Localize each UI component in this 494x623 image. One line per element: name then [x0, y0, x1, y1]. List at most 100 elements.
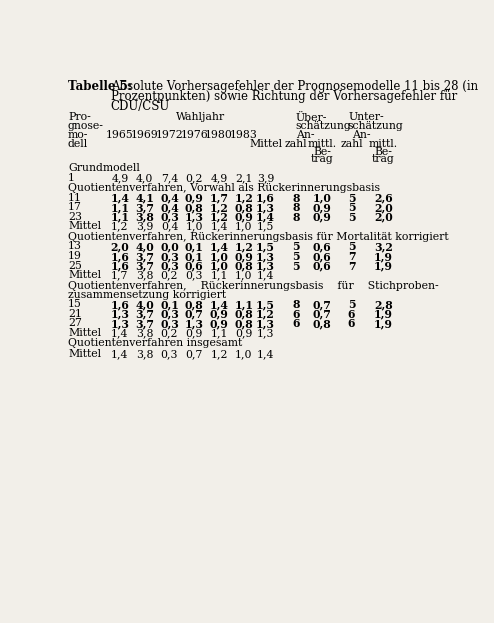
Text: 0,9: 0,9: [185, 193, 204, 204]
Text: 0,8: 0,8: [185, 202, 204, 213]
Text: 23: 23: [68, 212, 82, 222]
Text: 0,1: 0,1: [185, 251, 204, 262]
Text: 0,4: 0,4: [161, 221, 178, 232]
Text: Prozentpunkten) sowie Richtung der Vorhersagefehler für: Prozentpunkten) sowie Richtung der Vorhe…: [111, 90, 457, 103]
Text: 1,0: 1,0: [186, 221, 203, 232]
Text: Quotientenverfahren,    Rückerinnerungsbasis    für    Stichproben-: Quotientenverfahren, Rückerinnerungsbasi…: [68, 281, 439, 291]
Text: 0,9: 0,9: [186, 328, 203, 338]
Text: 3,8: 3,8: [135, 212, 154, 223]
Text: 1,3: 1,3: [110, 309, 129, 320]
Text: 1,4: 1,4: [111, 193, 129, 204]
Text: 5: 5: [348, 193, 355, 204]
Text: 8: 8: [292, 299, 299, 310]
Text: 15: 15: [68, 299, 82, 309]
Text: 1,1: 1,1: [210, 328, 228, 338]
Text: 5: 5: [292, 260, 300, 272]
Text: Quotientenverfahren, Vorwahl als Rückerinnerungsbasis: Quotientenverfahren, Vorwahl als Rückeri…: [68, 183, 380, 193]
Text: mittl.: mittl.: [369, 139, 398, 149]
Text: 4,9: 4,9: [111, 173, 128, 183]
Text: 1,3: 1,3: [256, 251, 275, 262]
Text: 1,4: 1,4: [210, 221, 228, 232]
Text: 1,9: 1,9: [374, 260, 393, 272]
Text: mittl.: mittl.: [308, 139, 337, 149]
Text: 1,7: 1,7: [111, 270, 128, 280]
Text: Wahljahr: Wahljahr: [176, 113, 226, 123]
Text: 1,1: 1,1: [234, 299, 253, 310]
Text: 5: 5: [292, 242, 300, 252]
Text: 1,0: 1,0: [313, 193, 331, 204]
Text: 0,3: 0,3: [160, 309, 179, 320]
Text: Grundmodell: Grundmodell: [68, 163, 140, 173]
Text: 3,7: 3,7: [135, 318, 154, 330]
Text: 4,0: 4,0: [136, 173, 153, 183]
Text: Absolute Vorhersagefehler der Prognosemodelle 11 bis 28 (in: Absolute Vorhersagefehler der Prognosemo…: [111, 80, 478, 93]
Text: 0,2: 0,2: [161, 328, 178, 338]
Text: zahl: zahl: [285, 139, 307, 149]
Text: 1,5: 1,5: [256, 242, 275, 252]
Text: Mittel: Mittel: [249, 139, 282, 149]
Text: 1,2: 1,2: [111, 221, 128, 232]
Text: Über-: Über-: [296, 113, 327, 123]
Text: 3,8: 3,8: [136, 328, 154, 338]
Text: 0,9: 0,9: [313, 212, 331, 223]
Text: 1,4: 1,4: [209, 299, 229, 310]
Text: 1,9: 1,9: [374, 309, 393, 320]
Text: 1983: 1983: [230, 130, 258, 140]
Text: 1972: 1972: [156, 130, 183, 140]
Text: 1,3: 1,3: [256, 260, 275, 272]
Text: 19: 19: [68, 251, 82, 261]
Text: 0,8: 0,8: [235, 202, 253, 213]
Text: 1,3: 1,3: [185, 212, 204, 223]
Text: 0,8: 0,8: [235, 318, 253, 330]
Text: 5: 5: [348, 202, 355, 213]
Text: 3,9: 3,9: [257, 173, 274, 183]
Text: 1965: 1965: [106, 130, 134, 140]
Text: 0,6: 0,6: [313, 260, 331, 272]
Text: Pro-: Pro-: [68, 113, 91, 123]
Text: 1,5: 1,5: [256, 299, 275, 310]
Text: 0,3: 0,3: [186, 270, 203, 280]
Text: 4,1: 4,1: [135, 193, 154, 204]
Text: 1976: 1976: [180, 130, 208, 140]
Text: 1,7: 1,7: [209, 193, 229, 204]
Text: mo-: mo-: [68, 130, 88, 140]
Text: 4,0: 4,0: [135, 242, 154, 252]
Text: 1,4: 1,4: [257, 349, 274, 359]
Text: 6: 6: [292, 309, 299, 320]
Text: Be-: Be-: [313, 147, 331, 157]
Text: 1,2: 1,2: [235, 242, 253, 252]
Text: 1969: 1969: [131, 130, 159, 140]
Text: 17: 17: [68, 202, 82, 212]
Text: 8: 8: [292, 202, 299, 213]
Text: 0,9: 0,9: [209, 318, 228, 330]
Text: Mittel: Mittel: [68, 270, 101, 280]
Text: 1,3: 1,3: [256, 318, 275, 330]
Text: 0,1: 0,1: [160, 299, 179, 310]
Text: 6: 6: [348, 309, 355, 320]
Text: 1,5: 1,5: [257, 221, 274, 232]
Text: Quotientenverfahren, Rückerinnerungsbasis für Mortalität korrigiert: Quotientenverfahren, Rückerinnerungsbasi…: [68, 232, 449, 242]
Text: 0,8: 0,8: [185, 299, 204, 310]
Text: trag: trag: [311, 155, 333, 164]
Text: 0,9: 0,9: [235, 328, 252, 338]
Text: 3,8: 3,8: [136, 349, 154, 359]
Text: 1,4: 1,4: [256, 212, 275, 223]
Text: 0,2: 0,2: [186, 173, 203, 183]
Text: 0,7: 0,7: [186, 349, 203, 359]
Text: Unter-: Unter-: [348, 113, 384, 123]
Text: 21: 21: [68, 309, 82, 319]
Text: 1,2: 1,2: [256, 309, 275, 320]
Text: 0,1: 0,1: [185, 242, 204, 252]
Text: 1,1: 1,1: [210, 270, 228, 280]
Text: 2,0: 2,0: [111, 242, 129, 252]
Text: 2,0: 2,0: [374, 202, 393, 213]
Text: 6: 6: [348, 318, 355, 330]
Text: CDU/CSU: CDU/CSU: [111, 100, 170, 113]
Text: 1,3: 1,3: [257, 328, 274, 338]
Text: trag: trag: [372, 155, 395, 164]
Text: gnose-: gnose-: [68, 121, 104, 131]
Text: 4,9: 4,9: [210, 173, 228, 183]
Text: zusammensetzung korrigiert: zusammensetzung korrigiert: [68, 290, 226, 300]
Text: 1,3: 1,3: [185, 318, 204, 330]
Text: 1,3: 1,3: [256, 202, 275, 213]
